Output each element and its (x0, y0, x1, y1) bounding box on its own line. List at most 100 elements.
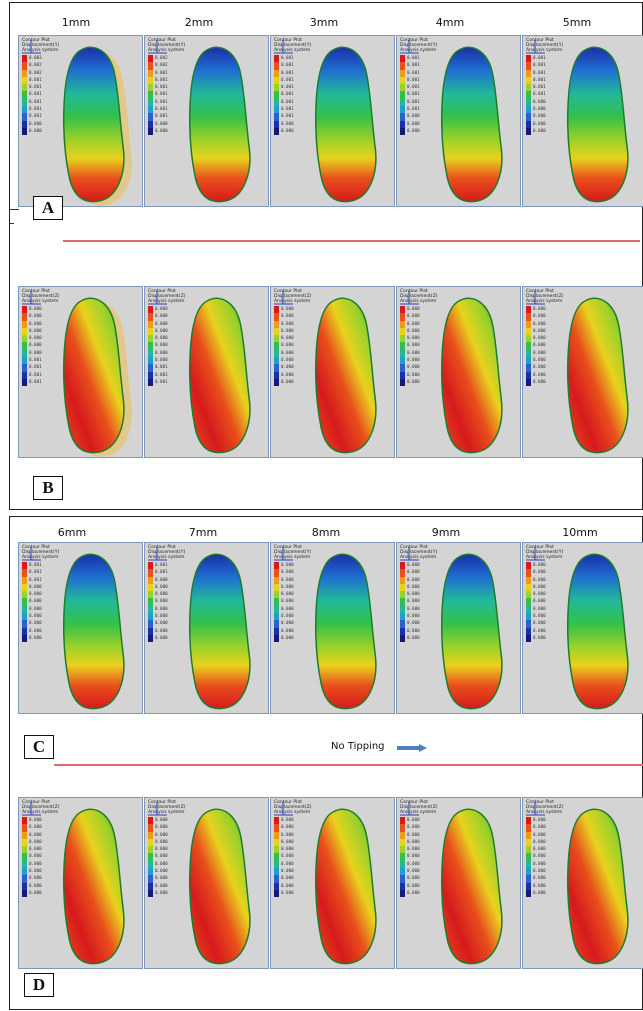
legend-swatch (526, 113, 531, 121)
legend-swatch (526, 882, 531, 890)
legend-value: 0.000 (533, 817, 546, 822)
legend-swatch (400, 378, 405, 387)
row-a-tick-2 (10, 223, 14, 224)
legend-swatch (22, 598, 27, 606)
divider-line-top (63, 240, 640, 242)
legend-swatch (22, 562, 27, 570)
legend-values: 0.001 0.001 0.001 0.001 0.001 0.001 0.001 0.001… (281, 54, 294, 134)
legend-value: 0.000 (29, 627, 42, 633)
legend-swatch (148, 817, 153, 825)
legend-value: 0.000 (281, 853, 294, 859)
legend-swatch (22, 335, 27, 343)
header-1mm: 1mm (61, 16, 91, 29)
legend-swatch (148, 583, 153, 592)
legend-value: 0.001 (533, 91, 546, 97)
tooth-model (567, 297, 629, 454)
tooth-contour (63, 46, 125, 203)
tooth-model (315, 808, 377, 965)
legend-value: 0.001 (533, 62, 546, 68)
legend-swatch (148, 349, 153, 358)
legend-value: 0.000 (407, 875, 420, 881)
legend-value: 0.000 (533, 378, 546, 384)
legend-color-bar (22, 817, 27, 898)
header-6mm: 6mm (57, 526, 87, 539)
legend-swatch (400, 320, 405, 328)
legend-value: 0.000 (29, 889, 42, 895)
legend-swatch (148, 846, 153, 854)
legend-swatch (274, 634, 279, 643)
legend-values: 0.000 0.000 0.000 0.000 0.000 0.000 0.000 0.000… (407, 305, 420, 385)
legend-value: 0.000 (533, 364, 546, 370)
legend-swatch (400, 91, 405, 99)
legend-swatch (148, 69, 153, 77)
legend-swatch (274, 371, 279, 379)
legend-swatch (526, 335, 531, 343)
legend-value: 0.000 (281, 634, 294, 640)
legend-swatch (22, 113, 27, 121)
legend-value: 0.000 (281, 860, 294, 866)
tooth-contour (189, 46, 251, 203)
legend-value: 0.001 (29, 106, 42, 112)
legend-swatch (400, 364, 405, 372)
legend-value: 0.000 (155, 824, 168, 830)
legend-value: 0.000 (155, 605, 168, 611)
contour-plot-cell: Contour Plot Displacement(Y) Analysis sy… (270, 542, 395, 714)
legend-value: 0.000 (407, 342, 420, 348)
bottom-figure: 6mm 7mm 8mm 9mm 10mm Contour Plot Displa… (9, 516, 643, 1010)
legend-swatch (526, 889, 531, 898)
legend-color-bar (148, 562, 153, 643)
contour-plot-cell: Contour Plot Displacement(Y) Analysis sy… (270, 35, 395, 207)
legend-value: 0.000 (29, 620, 42, 626)
tooth-contour (189, 553, 251, 710)
legend-value: 0.000 (155, 838, 168, 844)
legend-value: 0.000 (407, 335, 420, 341)
legend-swatch (400, 76, 405, 85)
legend-value: 0.000 (407, 598, 420, 604)
legend-values: 0.000 0.000 0.000 0.000 0.000 0.000 0.000 0.000… (155, 305, 168, 385)
legend-swatch (400, 875, 405, 883)
legend-value: 0.001 (407, 91, 420, 97)
legend-value: 0.000 (407, 853, 420, 859)
legend-swatch (526, 306, 531, 314)
legend-value: 0.000 (29, 120, 42, 126)
legend-value: 0.000 (407, 613, 420, 619)
legend-value: 0.000 (533, 627, 546, 633)
legend-color-bar (526, 562, 531, 643)
legend-value: 0.000 (281, 306, 294, 311)
legend-value: 0.000 (407, 860, 420, 866)
legend-swatch (400, 55, 405, 63)
legend-swatch (274, 576, 279, 584)
legend-value: 0.000 (281, 349, 294, 355)
legend-value: 0.000 (407, 364, 420, 370)
legend-value: 0.000 (533, 598, 546, 604)
legend-value: 0.000 (533, 860, 546, 866)
legend-value: 0.000 (29, 882, 42, 888)
legend-swatch (148, 868, 153, 876)
legend-value: 0.001 (281, 106, 294, 112)
legend-value: 0.000 (29, 875, 42, 881)
legend-swatch (526, 364, 531, 372)
legend-values: 0.000 0.000 0.000 0.000 0.000 0.000 0.000 0.000… (281, 816, 294, 896)
legend-color-bar (274, 817, 279, 898)
legend-value: 0.000 (155, 868, 168, 874)
legend-swatch (400, 620, 405, 628)
legend-swatch (400, 335, 405, 343)
tooth-contour (567, 808, 629, 965)
legend-value: 0.001 (407, 106, 420, 112)
tooth-contour (315, 297, 377, 454)
legend-value: 0.000 (155, 817, 168, 822)
legend-value: 0.000 (533, 853, 546, 859)
legend-value: 0.000 (281, 120, 294, 126)
legend-swatch (400, 605, 405, 614)
legend-swatch (148, 605, 153, 614)
legend-value: 0.000 (407, 846, 420, 852)
axis-triad-icon (22, 802, 41, 816)
legend-swatch (22, 838, 27, 847)
legend-value: 0.000 (407, 562, 420, 567)
legend-swatch (526, 817, 531, 825)
header-5mm: 5mm (562, 16, 592, 29)
legend-swatch (22, 349, 27, 358)
legend-swatch (148, 838, 153, 847)
axis-triad-icon (400, 291, 419, 305)
legend-value: 0.000 (155, 613, 168, 619)
